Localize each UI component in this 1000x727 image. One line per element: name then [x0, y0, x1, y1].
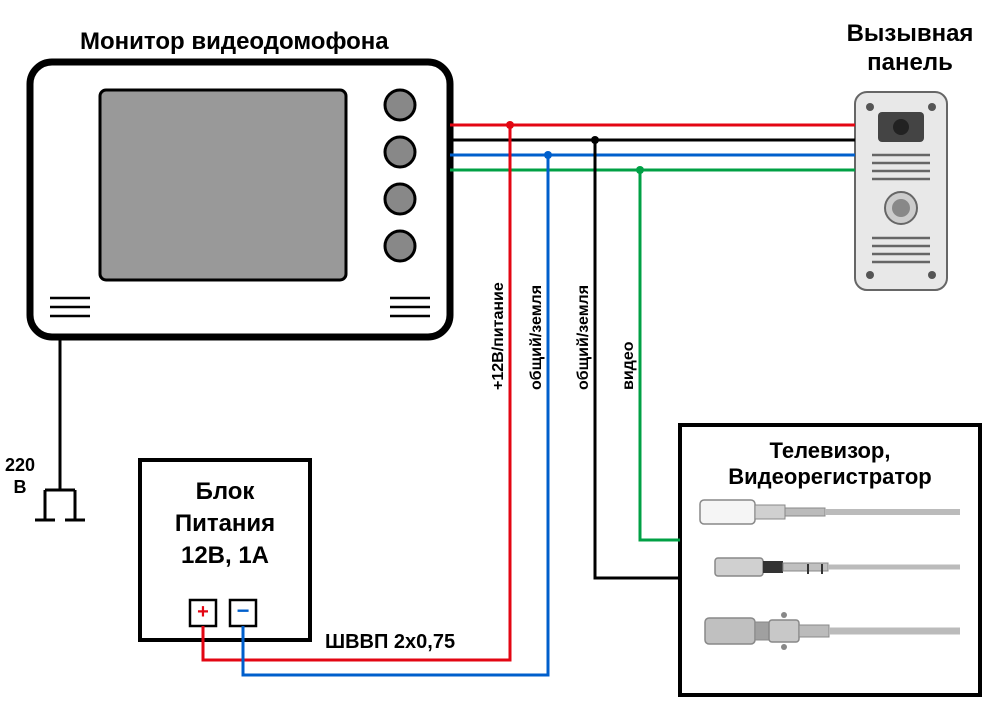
socket-220v-icon	[35, 490, 85, 520]
screw-icon	[928, 103, 936, 111]
monitor-button	[385, 137, 415, 167]
junction-dot	[591, 136, 599, 144]
camera-lens-icon	[893, 119, 909, 135]
wire-green-drop	[640, 170, 680, 540]
junction-dot	[544, 151, 552, 159]
voltage-label: 220 В	[0, 455, 40, 498]
junction-dot	[506, 121, 514, 129]
wire-label-12v: +12В/питание	[490, 200, 508, 390]
screw-icon	[928, 271, 936, 279]
power-block-line1: Блок	[140, 478, 310, 507]
wire-label-gnd2: общий/земля	[575, 200, 593, 390]
monitor-button	[385, 184, 415, 214]
screw-icon	[866, 271, 874, 279]
tv-title-line1: Телевизор,	[680, 438, 980, 464]
monitor-title: Монитор видеодомофона	[80, 28, 389, 57]
monitor-button	[385, 90, 415, 120]
cable-spec-label: ШВВП 2x0,75	[325, 630, 455, 654]
tv-title-line2: Видеорегистратор	[680, 464, 980, 490]
minus-symbol: −	[230, 598, 256, 624]
call-panel-button	[892, 199, 910, 217]
power-block-line2: Питания	[140, 510, 310, 539]
call-panel-title: Вызывная панель	[840, 20, 980, 78]
wire-label-video: видео	[620, 300, 638, 390]
screw-icon	[866, 103, 874, 111]
plus-symbol: +	[190, 600, 216, 624]
power-block-line3: 12В, 1А	[140, 542, 310, 571]
monitor-screen	[100, 90, 346, 280]
monitor-button	[385, 231, 415, 261]
junction-dot	[636, 166, 644, 174]
wire-label-gnd1: общий/земля	[528, 200, 546, 390]
